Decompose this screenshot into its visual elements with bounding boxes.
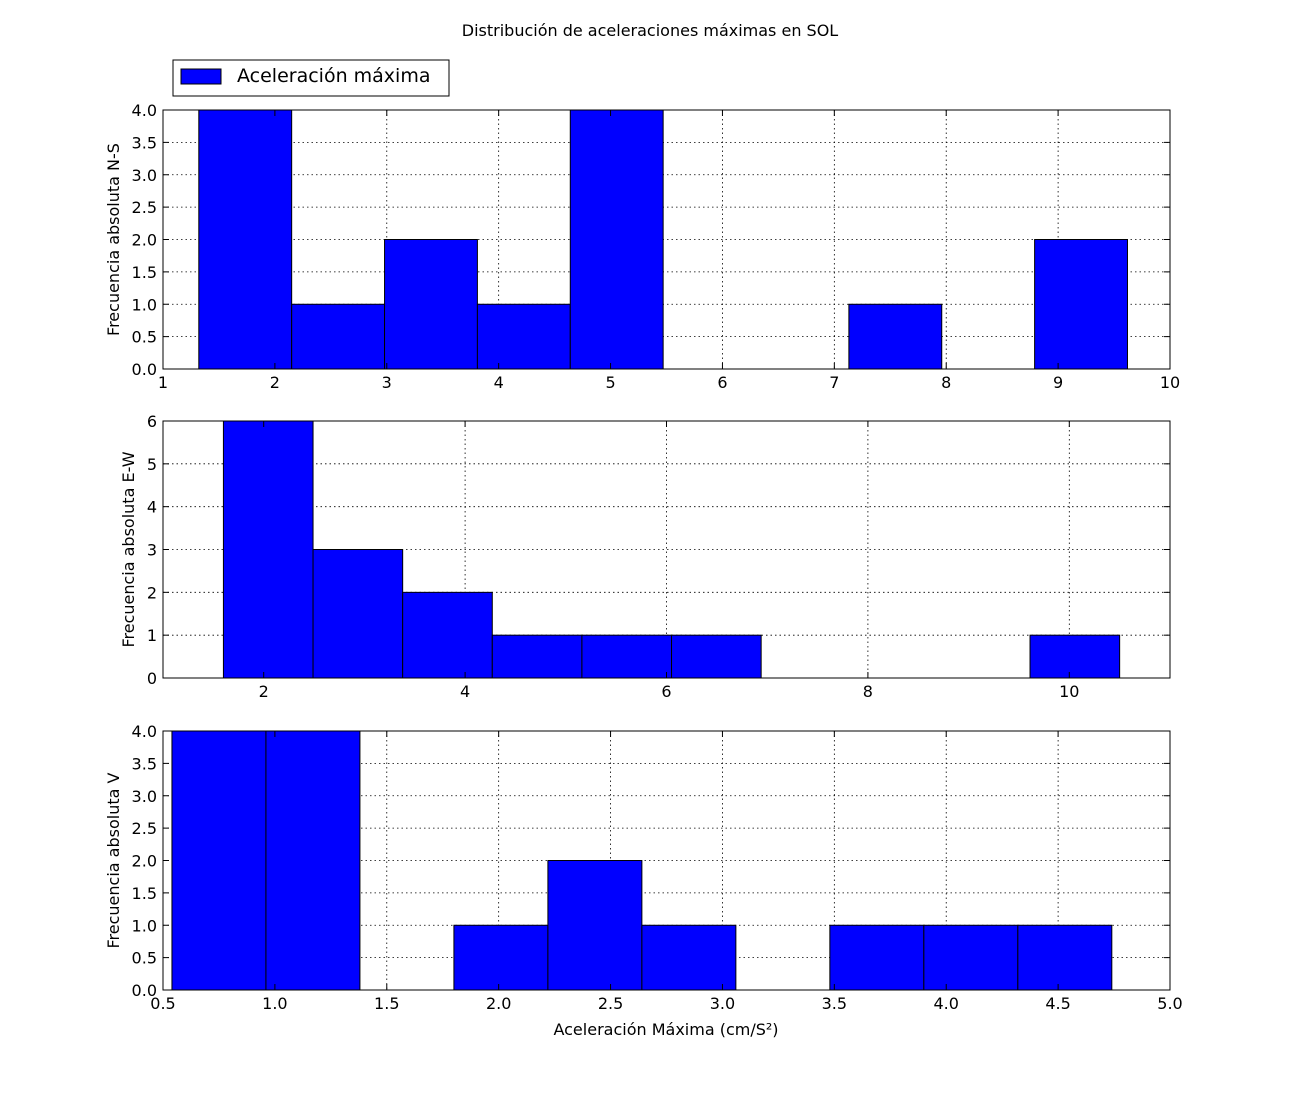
x-tick-label: 3.0: [710, 994, 735, 1013]
y-tick-label: 2: [147, 583, 157, 602]
x-tick-label: 3.5: [822, 994, 847, 1013]
x-tick-label: 4.5: [1045, 994, 1070, 1013]
bar-1: [198, 109, 293, 370]
x-tick-label: 1: [158, 373, 168, 392]
y-tick-label: 3.0: [132, 166, 157, 185]
y-tick-label: 2.0: [132, 852, 157, 871]
y-tick-label: 3: [147, 541, 157, 560]
x-tick-label: 4.0: [933, 994, 958, 1013]
bar-3: [384, 239, 478, 370]
bar-5: [547, 860, 643, 991]
x-tick-label: 2: [270, 373, 280, 392]
x-tick-label: 6: [661, 682, 671, 701]
bar-4: [491, 634, 583, 679]
y-tick-label: 1.0: [132, 916, 157, 935]
x-tick-label: 8: [941, 373, 951, 392]
y-tick-label: 0: [147, 669, 157, 688]
bar-5: [581, 634, 673, 679]
y-tick-label: 3.0: [132, 787, 157, 806]
figure-title: Distribución de aceleraciones máximas en…: [462, 21, 839, 40]
x-axis-label: Aceleración Máxima (cm/S²): [553, 1020, 778, 1039]
y-tick-label: 0.0: [132, 360, 157, 379]
y-axis-label: Frecuencia absoluta E-W: [119, 451, 138, 647]
y-tick-label: 2.0: [132, 231, 157, 250]
x-tick-label: 0.5: [150, 994, 175, 1013]
subplot-2: 2 4 6 8 10 0 1 2 3 4 5 6 Frecuencia absoluta E-W: [119, 412, 1171, 701]
x-tick-label: 2: [259, 682, 269, 701]
y-tick-label: 5: [147, 455, 157, 474]
bar-10: [1029, 634, 1121, 679]
x-tick-label: 2.5: [598, 994, 623, 1013]
x-tick-label: 7: [829, 373, 839, 392]
y-tick-label: 1.5: [132, 263, 157, 282]
x-tick-label: 1.0: [262, 994, 287, 1013]
y-tick-label: 0.5: [132, 949, 157, 968]
legend-label: Aceleración máxima: [237, 65, 430, 87]
bar-8: [848, 303, 943, 370]
y-tick-label: 2.5: [132, 819, 157, 838]
x-tick-label: 5: [605, 373, 615, 392]
bar-5: [569, 109, 664, 370]
x-tick-label: 10: [1160, 373, 1180, 392]
y-axis-label: Frecuencia absoluta N-S: [104, 143, 123, 336]
y-tick-label: 1.0: [132, 295, 157, 314]
y-tick-label: 0.0: [132, 981, 157, 1000]
x-tick-label: 5.0: [1157, 994, 1182, 1013]
y-tick-label: 4: [147, 498, 157, 517]
bar-10: [1017, 924, 1113, 991]
bar-10: [1034, 239, 1128, 370]
y-tick-label: 3.5: [132, 754, 157, 773]
y-tick-label: 4.0: [132, 101, 157, 120]
bar-9: [923, 924, 1019, 991]
x-tick-label: 4: [494, 373, 504, 392]
x-tick-label: 8: [863, 682, 873, 701]
bar-8: [829, 924, 925, 991]
bar-2: [291, 303, 386, 370]
bar-2: [312, 549, 404, 679]
bar-6: [641, 924, 737, 991]
subplot-3: 0.5 1.0 1.5 2.0 2.5 3.0 3.5 4.0 4.5 5.00.00.51.01…: [104, 722, 1183, 1013]
subplots: 1 2 3 4 5 6 7 8 9 100.00.51.01.52.02.53.03.54.0Fr…: [104, 101, 1183, 1013]
bar-2: [265, 730, 361, 991]
legend-swatch: [180, 68, 222, 85]
bar-1: [171, 730, 267, 991]
x-tick-label: 3: [382, 373, 392, 392]
bar-4: [476, 303, 571, 370]
bar-3: [402, 591, 493, 679]
x-tick-label: 6: [717, 373, 727, 392]
y-tick-label: 1.5: [132, 884, 157, 903]
y-tick-label: 2.5: [132, 198, 157, 217]
x-tick-label: 10: [1059, 682, 1079, 701]
bar-4: [453, 924, 549, 991]
subplot-1: 1 2 3 4 5 6 7 8 9 10 0.0 0.5 1.0 1.5 2.0 2.5 3.0 3.5 4.0 Fr…: [104, 101, 1180, 392]
y-tick-label: 3.5: [132, 133, 157, 152]
x-tick-label: 2.0: [486, 994, 511, 1013]
bar-6: [671, 634, 762, 679]
y-tick-label: 0.5: [132, 328, 157, 347]
y-tick-label: 6: [147, 412, 157, 431]
x-tick-label: 9: [1053, 373, 1063, 392]
legend: Aceleración máxima: [172, 59, 450, 97]
y-tick-label: 1: [147, 626, 157, 645]
bar-1: [222, 420, 314, 679]
x-tick-label: 1.5: [374, 994, 399, 1013]
y-axis-label: Frecuencia absoluta V: [104, 772, 123, 948]
x-tick-label: 4: [460, 682, 470, 701]
y-tick-label: 4.0: [132, 722, 157, 741]
